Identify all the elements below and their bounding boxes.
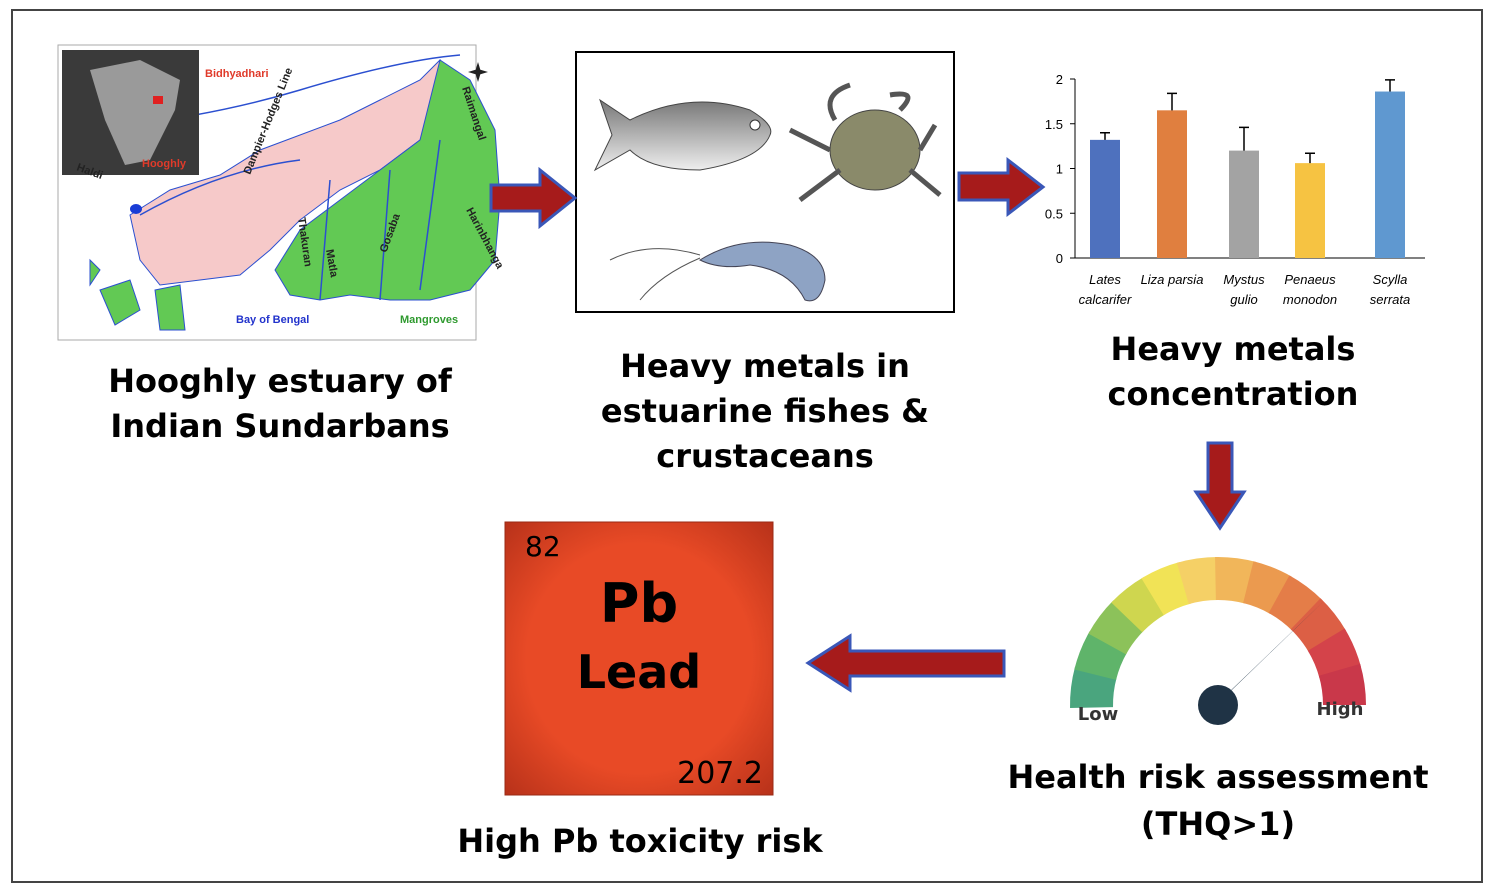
bar bbox=[1157, 110, 1187, 258]
caption: Health risk assessment bbox=[1007, 758, 1428, 796]
gauge bbox=[1070, 557, 1366, 725]
caption: Hooghly estuary of bbox=[108, 362, 453, 400]
x-tick-label: Mystus bbox=[1223, 272, 1265, 287]
atomic-number: 82 bbox=[525, 530, 561, 563]
gauge-high: High bbox=[1317, 699, 1364, 720]
error-bar bbox=[1385, 79, 1395, 92]
caption: concentration bbox=[1108, 375, 1359, 413]
x-tick-label: monodon bbox=[1283, 292, 1337, 307]
x-tick-label: calcarifer bbox=[1079, 292, 1132, 307]
crab bbox=[829, 109, 921, 191]
arrows bbox=[489, 156, 1247, 693]
atomic-mass: 207.2 bbox=[677, 756, 763, 791]
caption: crustaceans bbox=[656, 437, 874, 475]
element-symbol: Pb bbox=[600, 572, 678, 635]
caption: estuarine fishes & bbox=[601, 392, 929, 430]
map-label: Bidhyadhari bbox=[205, 68, 269, 80]
arrow bbox=[1193, 441, 1247, 531]
element-tile: 82 Pb Lead 207.2 bbox=[504, 521, 774, 796]
caption: (THQ>1) bbox=[1141, 805, 1295, 843]
caption: High Pb toxicity risk bbox=[457, 822, 823, 860]
arrow bbox=[957, 156, 1046, 218]
bar bbox=[1375, 91, 1405, 258]
frame bbox=[11, 9, 1483, 883]
arrow bbox=[805, 633, 1006, 693]
error-bar bbox=[1167, 92, 1177, 111]
gauge-segment bbox=[1318, 663, 1366, 705]
gauge-low: Low bbox=[1078, 704, 1118, 725]
gauge-segment bbox=[1176, 557, 1218, 605]
gauge-segment bbox=[1307, 628, 1361, 678]
gauge-segment bbox=[1243, 561, 1292, 615]
x-tick-label: Lates bbox=[1089, 272, 1121, 287]
bar bbox=[1295, 163, 1325, 258]
bar-chart: 0 0.5 1 1.5 2 Lates calcarifer Liza parsia Mystu… bbox=[1045, 72, 1425, 307]
map: Bidhyadhari Hooghly Haldi Dampier-Hodges… bbox=[57, 44, 506, 341]
x-tick-label: serrata bbox=[1370, 292, 1410, 307]
map-label: Hooghly bbox=[142, 158, 187, 170]
y-tick-label: 0 bbox=[1056, 251, 1063, 266]
caption: Heavy metals in bbox=[620, 347, 910, 385]
map-label: Matla bbox=[323, 248, 340, 279]
gauge-segment bbox=[1088, 600, 1144, 655]
bar bbox=[1229, 150, 1259, 258]
x-tick-label: gulio bbox=[1230, 292, 1257, 307]
y-tick-label: 1 bbox=[1056, 162, 1063, 177]
x-tick-label: Liza parsia bbox=[1141, 272, 1204, 287]
gauge-needle bbox=[1208, 600, 1325, 713]
fish bbox=[593, 98, 772, 172]
caption: Heavy metals bbox=[1111, 330, 1356, 368]
element-name: Lead bbox=[577, 645, 701, 699]
gauge-segment bbox=[1141, 562, 1191, 616]
error-bar bbox=[1100, 131, 1110, 140]
error-bar bbox=[1305, 152, 1315, 164]
gauge-segment bbox=[1074, 631, 1128, 680]
tile bbox=[504, 521, 774, 796]
organisms bbox=[575, 51, 955, 313]
map-label: Mangroves bbox=[400, 314, 458, 326]
arrow bbox=[489, 166, 578, 230]
x-tick-label: Penaeus bbox=[1284, 272, 1336, 287]
bar bbox=[1090, 139, 1120, 258]
gauge-segment bbox=[1268, 575, 1323, 631]
caption: Indian Sundarbans bbox=[110, 407, 449, 445]
y-tick-label: 0.5 bbox=[1045, 206, 1063, 221]
x-tick-label: Scylla bbox=[1373, 272, 1408, 287]
y-tick-label: 2 bbox=[1056, 72, 1063, 87]
error-bar bbox=[1239, 126, 1249, 151]
map-label: Bay of Bengal bbox=[236, 314, 309, 326]
gauge-hub bbox=[1198, 685, 1238, 725]
y-tick-label: 1.5 bbox=[1045, 117, 1063, 132]
shrimp bbox=[698, 241, 826, 302]
